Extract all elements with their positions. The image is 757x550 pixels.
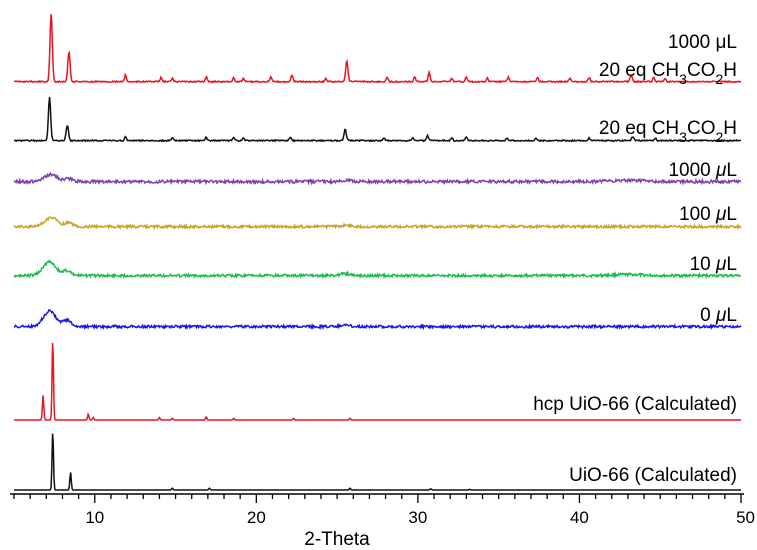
x-tick-label: 30 xyxy=(408,508,427,527)
trace-acetic_1000 xyxy=(13,14,742,84)
trace-water_1000 xyxy=(13,171,742,186)
x-axis: 10 20 30 40 50 2-Theta xyxy=(10,493,755,550)
x-tick-label: 20 xyxy=(247,508,266,527)
label-water_10: 10 μL xyxy=(690,254,737,275)
x-axis-title: 2-Theta xyxy=(304,529,370,550)
label-water_0: 0 μL xyxy=(700,305,737,326)
label-acetic_1000-1: 1000 μL xyxy=(668,32,737,53)
x-tick-label: 40 xyxy=(570,508,589,527)
trace-water_100 xyxy=(13,216,742,231)
trace-uio66_calc xyxy=(14,433,741,491)
trace-water_0 xyxy=(13,308,742,331)
label-acetic_1000-2: 20 eq CH3CO2H xyxy=(599,60,737,87)
label-water_100: 100 μL xyxy=(679,204,737,225)
label-uio66_calc: UiO-66 (Calculated) xyxy=(569,465,737,486)
x-tick-label: 10 xyxy=(85,508,104,527)
trace-layer xyxy=(13,14,742,491)
trace-hcp_calc xyxy=(14,342,741,421)
x-ticks: 10 20 30 40 50 xyxy=(13,494,755,527)
label-water_1000: 1000 μL xyxy=(668,160,737,181)
label-hcp_calc: hcp UiO-66 (Calculated) xyxy=(533,394,737,415)
trace-water_10 xyxy=(13,259,741,280)
x-tick-label: 50 xyxy=(736,508,755,527)
trace-acetic xyxy=(13,96,742,143)
